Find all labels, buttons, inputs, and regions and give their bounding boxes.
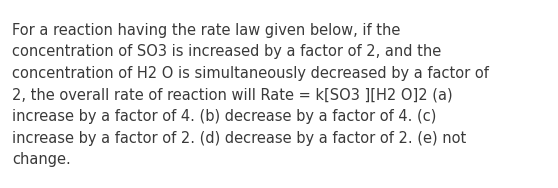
- Text: For a reaction having the rate law given below, if the
concentration of SO3 is i: For a reaction having the rate law given…: [12, 23, 489, 167]
